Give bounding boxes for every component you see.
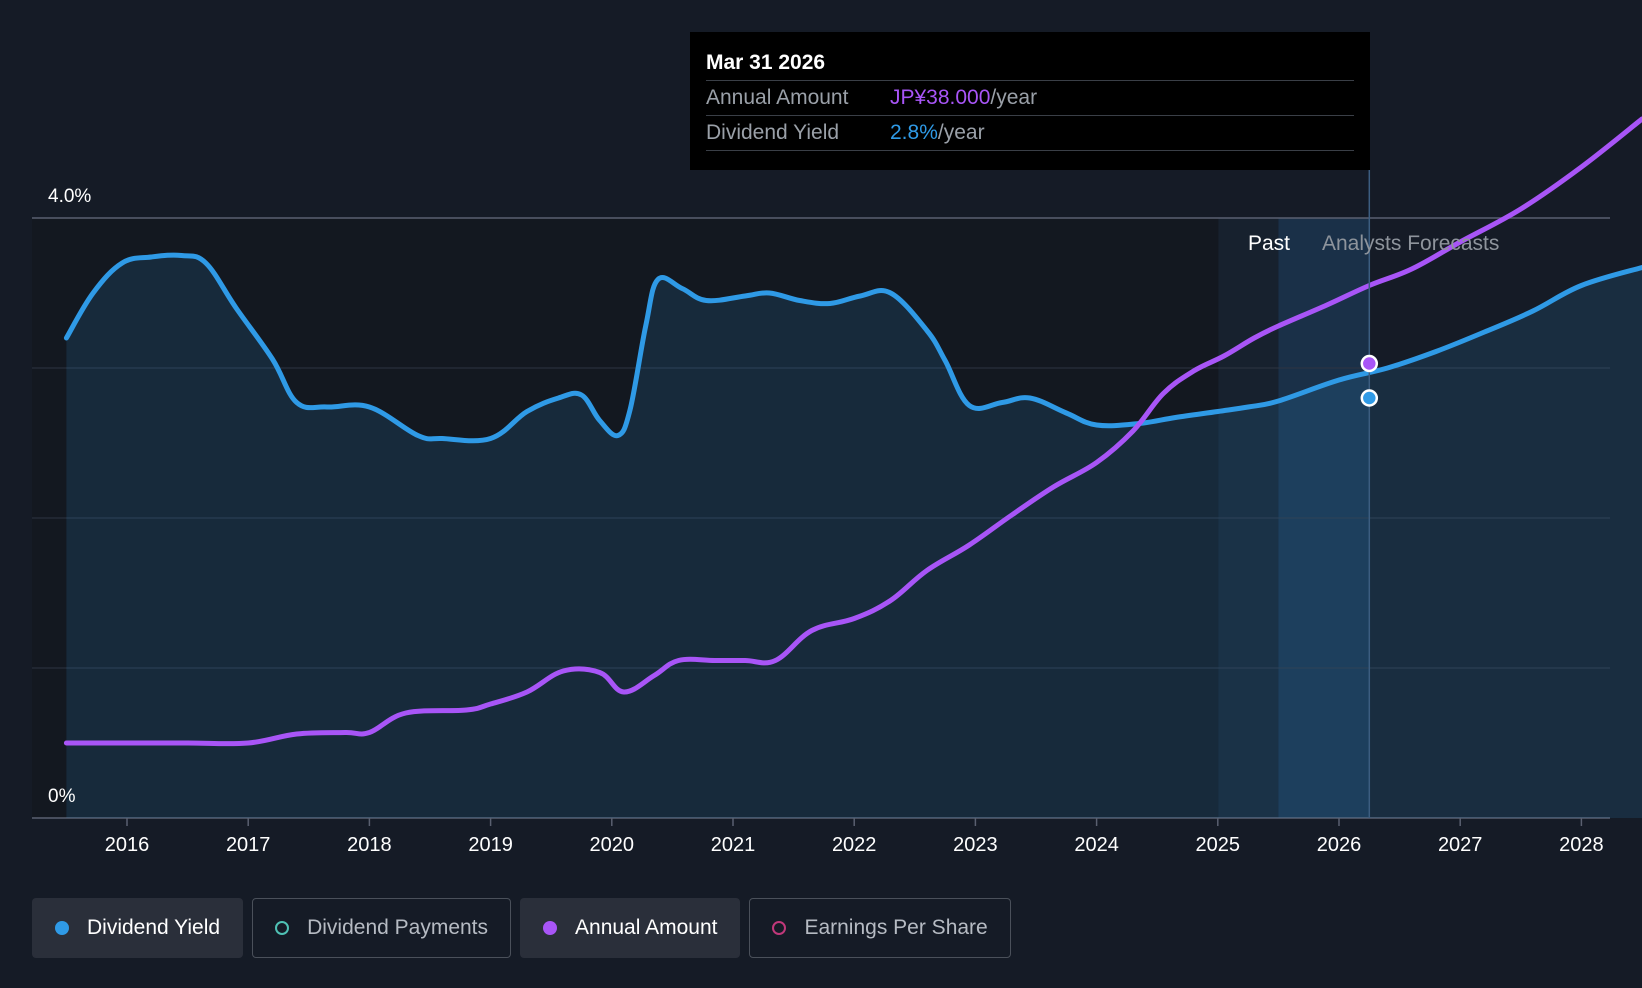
x-tick-label: 2020 bbox=[590, 834, 635, 856]
legend-dividend-payments-label: Dividend Payments bbox=[307, 916, 489, 939]
legend: Dividend Yield Dividend Payments Annual … bbox=[32, 898, 1011, 958]
tooltip-dividend-yield-label: Dividend Yield bbox=[706, 121, 840, 144]
legend-dividend-payments-button[interactable]: Dividend Payments bbox=[252, 898, 512, 958]
tooltip-date: Mar 31 2026 bbox=[706, 46, 1354, 81]
legend-dividend-yield-button[interactable]: Dividend Yield bbox=[32, 898, 244, 958]
annual-amount-dot-icon bbox=[543, 921, 558, 935]
dividend-yield-dot-icon bbox=[55, 921, 69, 935]
tooltip-annual-amount-row: Annual Amount JP¥38.000 /year bbox=[706, 81, 1354, 116]
x-tick-label: 2021 bbox=[711, 834, 756, 856]
dividend-payments-ring-icon bbox=[275, 921, 290, 935]
tooltip-annual-amount-label: Annual Amount bbox=[706, 86, 849, 109]
earnings-per-share-ring-icon bbox=[772, 921, 787, 935]
legend-dividend-yield-label: Dividend Yield bbox=[87, 916, 221, 939]
tooltip-dividend-yield-unit: /year bbox=[937, 121, 985, 144]
series-fills bbox=[66, 255, 1642, 819]
series-fill-dividend-yield bbox=[66, 255, 1642, 819]
legend-annual-amount-label: Annual Amount bbox=[575, 916, 718, 939]
x-axis-ticks: 2016 2017 2018 2019 2020 2021 2022 2023 2024 2025… bbox=[105, 818, 1604, 856]
x-tick-label: 2016 bbox=[105, 834, 150, 856]
legend-earnings-per-share-button[interactable]: Earnings Per Share bbox=[749, 898, 1011, 958]
y-axis-min-label: 0% bbox=[48, 786, 76, 807]
highlight-markers bbox=[1360, 354, 1379, 407]
x-tick-label: 2027 bbox=[1438, 834, 1483, 856]
legend-annual-amount-button[interactable]: Annual Amount bbox=[520, 898, 741, 958]
series-line-dividend-yield bbox=[63, 252, 1642, 444]
tooltip-dividend-yield-value: 2.8% bbox=[890, 121, 938, 144]
x-tick-label: 2026 bbox=[1317, 834, 1362, 856]
x-tick-label: 2017 bbox=[226, 834, 271, 856]
x-tick-label: 2019 bbox=[468, 834, 513, 856]
x-tick-label: 2028 bbox=[1559, 834, 1604, 856]
tooltip-dividend-yield-row: Dividend Yield 2.8% /year bbox=[706, 116, 1354, 151]
x-tick-label: 2018 bbox=[347, 834, 392, 856]
tooltip: Mar 31 2026 Annual Amount JP¥38.000 /yea… bbox=[690, 32, 1370, 170]
series-lines bbox=[63, 116, 1642, 747]
x-tick-label: 2024 bbox=[1074, 834, 1119, 856]
past-label: Past bbox=[1248, 232, 1290, 255]
y-axis-max-label: 4.0% bbox=[48, 186, 91, 207]
highlight-marker-annual-amount bbox=[1360, 354, 1379, 373]
x-tick-label: 2025 bbox=[1196, 834, 1241, 856]
x-tick-label: 2023 bbox=[953, 834, 998, 856]
legend-earnings-per-share-label: Earnings Per Share bbox=[804, 916, 988, 939]
grid-lines bbox=[32, 217, 1610, 819]
highlight-marker-dividend-yield bbox=[1360, 389, 1379, 407]
tooltip-annual-amount-unit: /year bbox=[990, 86, 1038, 109]
x-tick-label: 2022 bbox=[832, 834, 877, 856]
series-line-annual-amount bbox=[63, 116, 1642, 747]
forecast-label: Analysts Forecasts bbox=[1322, 232, 1499, 255]
tooltip-annual-amount-value: JP¥38.000 bbox=[890, 86, 991, 109]
